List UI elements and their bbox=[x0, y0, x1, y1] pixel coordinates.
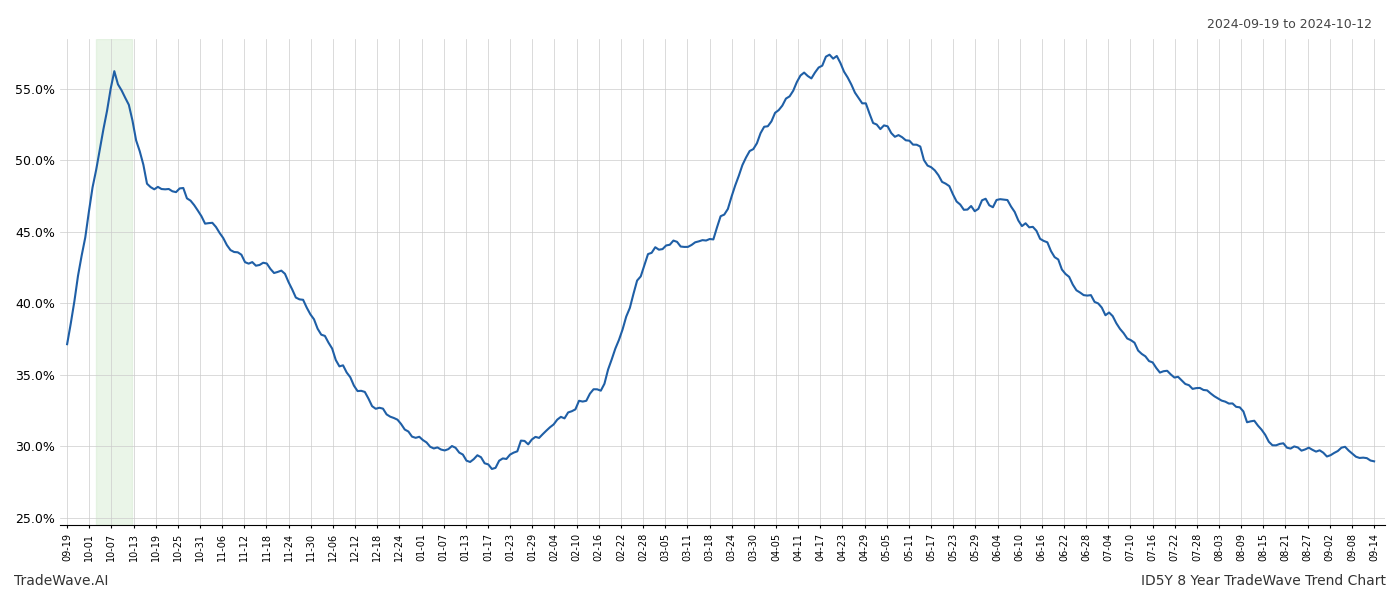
Text: TradeWave.AI: TradeWave.AI bbox=[14, 574, 108, 588]
Text: 2024-09-19 to 2024-10-12: 2024-09-19 to 2024-10-12 bbox=[1207, 18, 1372, 31]
Bar bbox=[97, 39, 133, 525]
Text: ID5Y 8 Year TradeWave Trend Chart: ID5Y 8 Year TradeWave Trend Chart bbox=[1141, 574, 1386, 588]
